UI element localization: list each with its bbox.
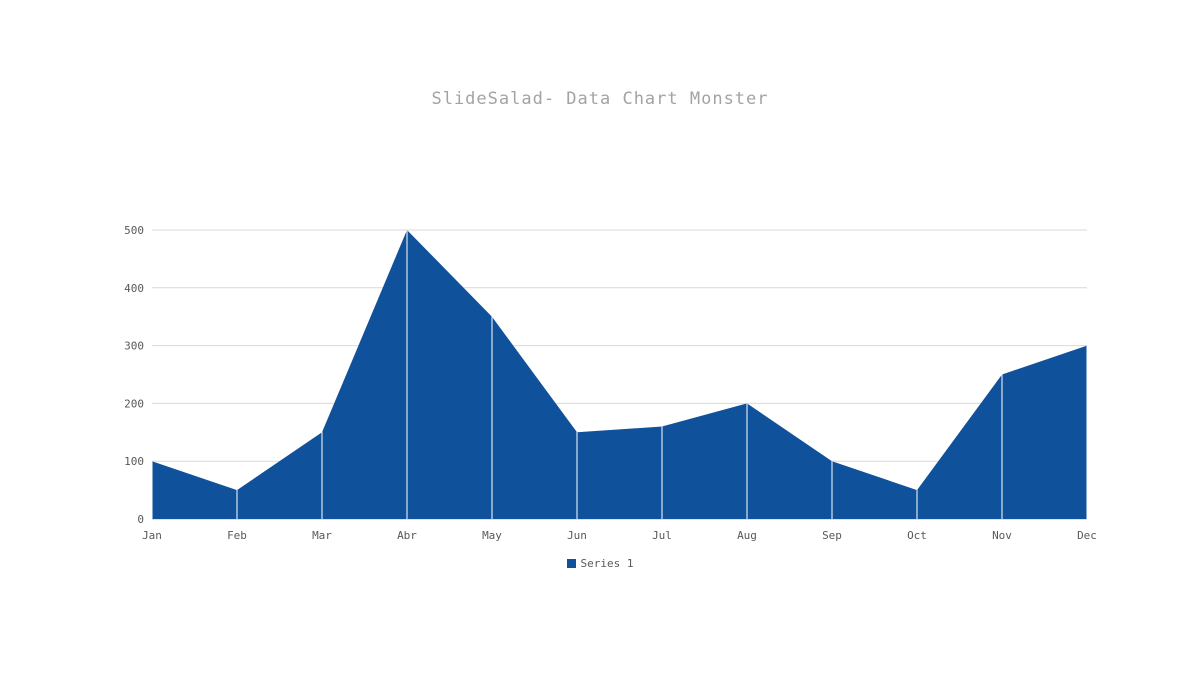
svg-text:Jan: Jan <box>142 529 162 542</box>
svg-text:300: 300 <box>124 340 144 353</box>
svg-text:200: 200 <box>124 397 144 410</box>
chart-title: SlideSalad- Data Chart Monster <box>431 89 769 109</box>
svg-text:May: May <box>482 529 502 542</box>
svg-text:Abr: Abr <box>397 529 417 542</box>
svg-text:Nov: Nov <box>992 529 1012 542</box>
svg-text:Jun: Jun <box>567 529 587 542</box>
svg-text:Mar: Mar <box>312 529 332 542</box>
chart-legend: Series 1 <box>0 557 1200 570</box>
svg-text:Aug: Aug <box>737 529 757 542</box>
legend-swatch-series1 <box>566 559 576 568</box>
svg-text:Dec: Dec <box>1077 529 1097 542</box>
legend-label-series1: Series 1 <box>580 557 634 570</box>
svg-text:Feb: Feb <box>227 529 247 542</box>
svg-text:Jul: Jul <box>652 529 672 542</box>
svg-text:500: 500 <box>124 224 144 237</box>
svg-text:100: 100 <box>124 455 144 468</box>
svg-text:Oct: Oct <box>907 529 927 542</box>
svg-text:0: 0 <box>137 513 144 526</box>
svg-text:400: 400 <box>124 282 144 295</box>
svg-text:Sep: Sep <box>822 529 842 542</box>
